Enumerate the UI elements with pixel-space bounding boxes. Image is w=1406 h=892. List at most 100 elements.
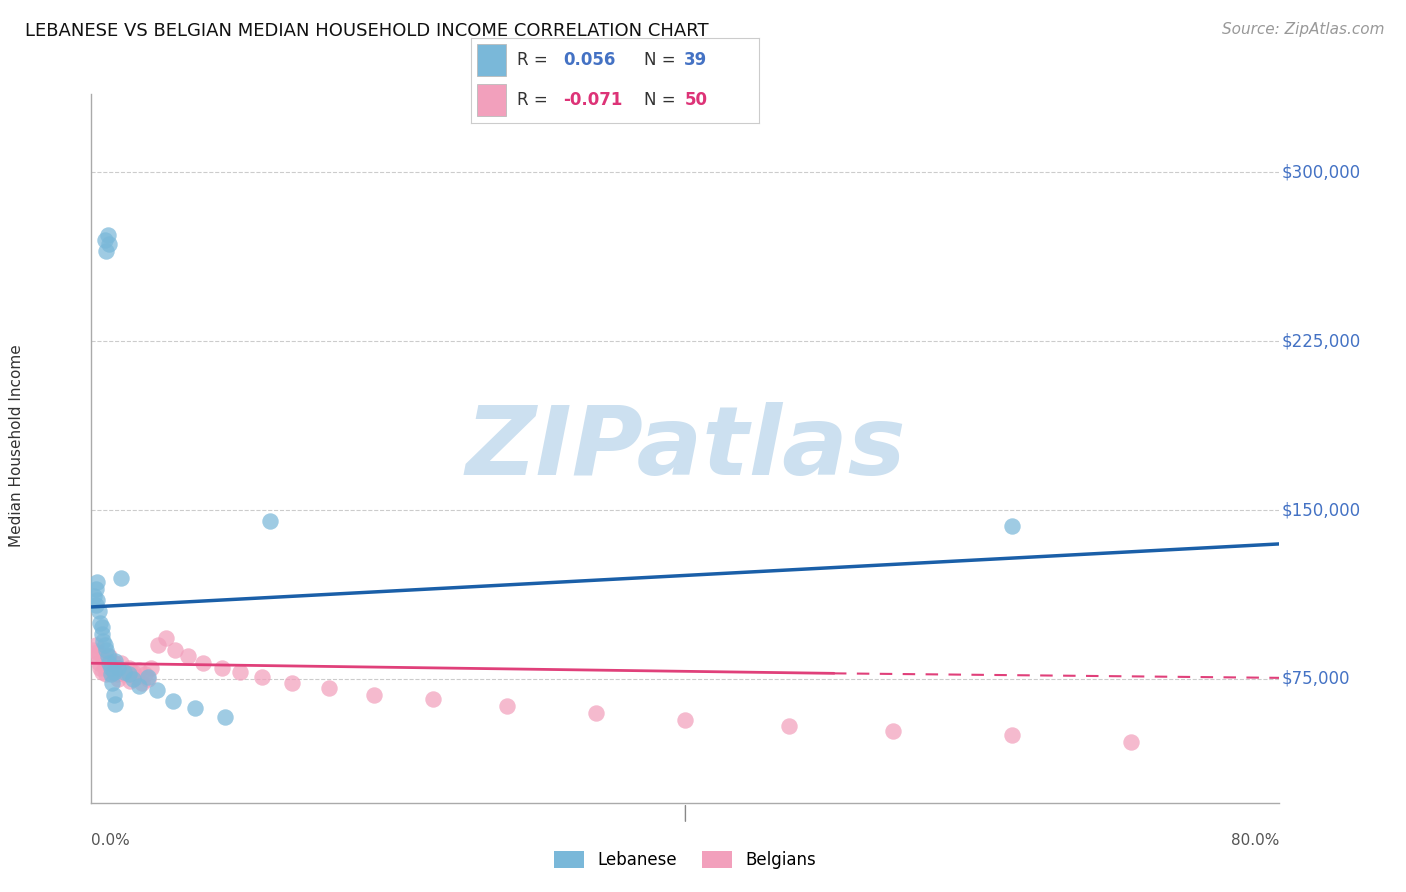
Point	[90, 627, 112, 641]
Point	[86, 593, 108, 607]
Point	[318, 681, 340, 695]
Point	[84, 598, 107, 612]
Point	[128, 679, 150, 693]
Text: 50: 50	[685, 91, 707, 109]
Text: $225,000: $225,000	[1282, 333, 1361, 351]
Point	[122, 672, 145, 686]
Text: R =: R =	[517, 52, 553, 70]
Point	[136, 672, 159, 686]
Point	[86, 575, 108, 590]
Point	[125, 670, 148, 684]
Text: R =: R =	[517, 91, 553, 109]
Point	[100, 661, 122, 675]
Point	[211, 661, 233, 675]
Point	[107, 672, 129, 686]
Point	[86, 645, 108, 659]
Point	[104, 654, 127, 668]
Point	[103, 688, 125, 702]
Text: Median Household Income: Median Household Income	[10, 344, 24, 548]
Point	[1001, 519, 1024, 533]
Point	[83, 589, 105, 603]
Point	[112, 665, 135, 680]
Point	[107, 661, 129, 675]
Point	[131, 676, 153, 690]
Point	[105, 667, 128, 681]
Point	[94, 638, 117, 652]
Point	[103, 657, 125, 671]
Point	[96, 244, 118, 259]
Text: LEBANESE VS BELGIAN MEDIAN HOUSEHOLD INCOME CORRELATION CHART: LEBANESE VS BELGIAN MEDIAN HOUSEHOLD INC…	[25, 22, 709, 40]
Point	[139, 661, 162, 675]
Point	[118, 674, 141, 689]
Legend: Lebanese, Belgians: Lebanese, Belgians	[548, 845, 823, 876]
Point	[100, 661, 122, 675]
Point	[101, 676, 124, 690]
Point	[1119, 735, 1142, 749]
Point	[112, 665, 135, 680]
Point	[100, 667, 122, 681]
Point	[112, 667, 135, 681]
Point	[229, 665, 252, 680]
Text: 0.0%: 0.0%	[91, 833, 131, 848]
Point	[134, 667, 156, 681]
Point	[1001, 728, 1024, 742]
Point	[177, 649, 200, 664]
Text: 80.0%: 80.0%	[1232, 833, 1279, 848]
Point	[90, 620, 112, 634]
Point	[103, 665, 125, 680]
Text: N =: N =	[644, 52, 681, 70]
Point	[585, 706, 607, 720]
Point	[363, 688, 385, 702]
Point	[673, 713, 696, 727]
Point	[163, 642, 186, 657]
Text: Source: ZipAtlas.com: Source: ZipAtlas.com	[1222, 22, 1385, 37]
Point	[94, 233, 117, 247]
Point	[98, 657, 121, 671]
Point	[101, 665, 124, 680]
Point	[87, 657, 110, 671]
Point	[97, 649, 120, 664]
Bar	[477, 45, 506, 77]
Point	[94, 661, 117, 675]
Point	[259, 515, 281, 529]
Point	[104, 663, 127, 677]
Point	[107, 661, 129, 675]
Point	[117, 661, 139, 675]
Point	[250, 670, 273, 684]
Point	[496, 698, 519, 713]
Point	[778, 719, 800, 733]
Point	[91, 651, 114, 665]
Point	[122, 665, 145, 680]
Point	[281, 676, 304, 690]
Point	[96, 667, 118, 681]
Point	[87, 604, 110, 618]
Text: 0.056: 0.056	[564, 52, 616, 70]
Point	[97, 228, 120, 243]
Point	[110, 657, 132, 671]
Point	[145, 683, 167, 698]
Point	[98, 237, 121, 252]
Point	[90, 665, 112, 680]
Point	[128, 663, 150, 677]
Point	[117, 667, 139, 681]
Point	[91, 633, 114, 648]
Text: ZIPatlas: ZIPatlas	[465, 401, 905, 495]
Point	[84, 582, 107, 596]
Text: N =: N =	[644, 91, 681, 109]
Point	[184, 701, 207, 715]
Point	[82, 642, 104, 657]
Point	[155, 632, 177, 646]
Point	[162, 694, 184, 708]
Point	[214, 710, 236, 724]
Point	[89, 615, 111, 630]
Text: -0.071: -0.071	[564, 91, 623, 109]
Text: 39: 39	[685, 52, 707, 70]
Point	[110, 571, 132, 585]
Point	[84, 638, 107, 652]
Point	[97, 654, 120, 668]
Point	[98, 649, 121, 664]
Bar	[477, 84, 506, 116]
Text: $300,000: $300,000	[1282, 163, 1361, 181]
Text: $75,000: $75,000	[1282, 670, 1350, 688]
Point	[104, 697, 127, 711]
